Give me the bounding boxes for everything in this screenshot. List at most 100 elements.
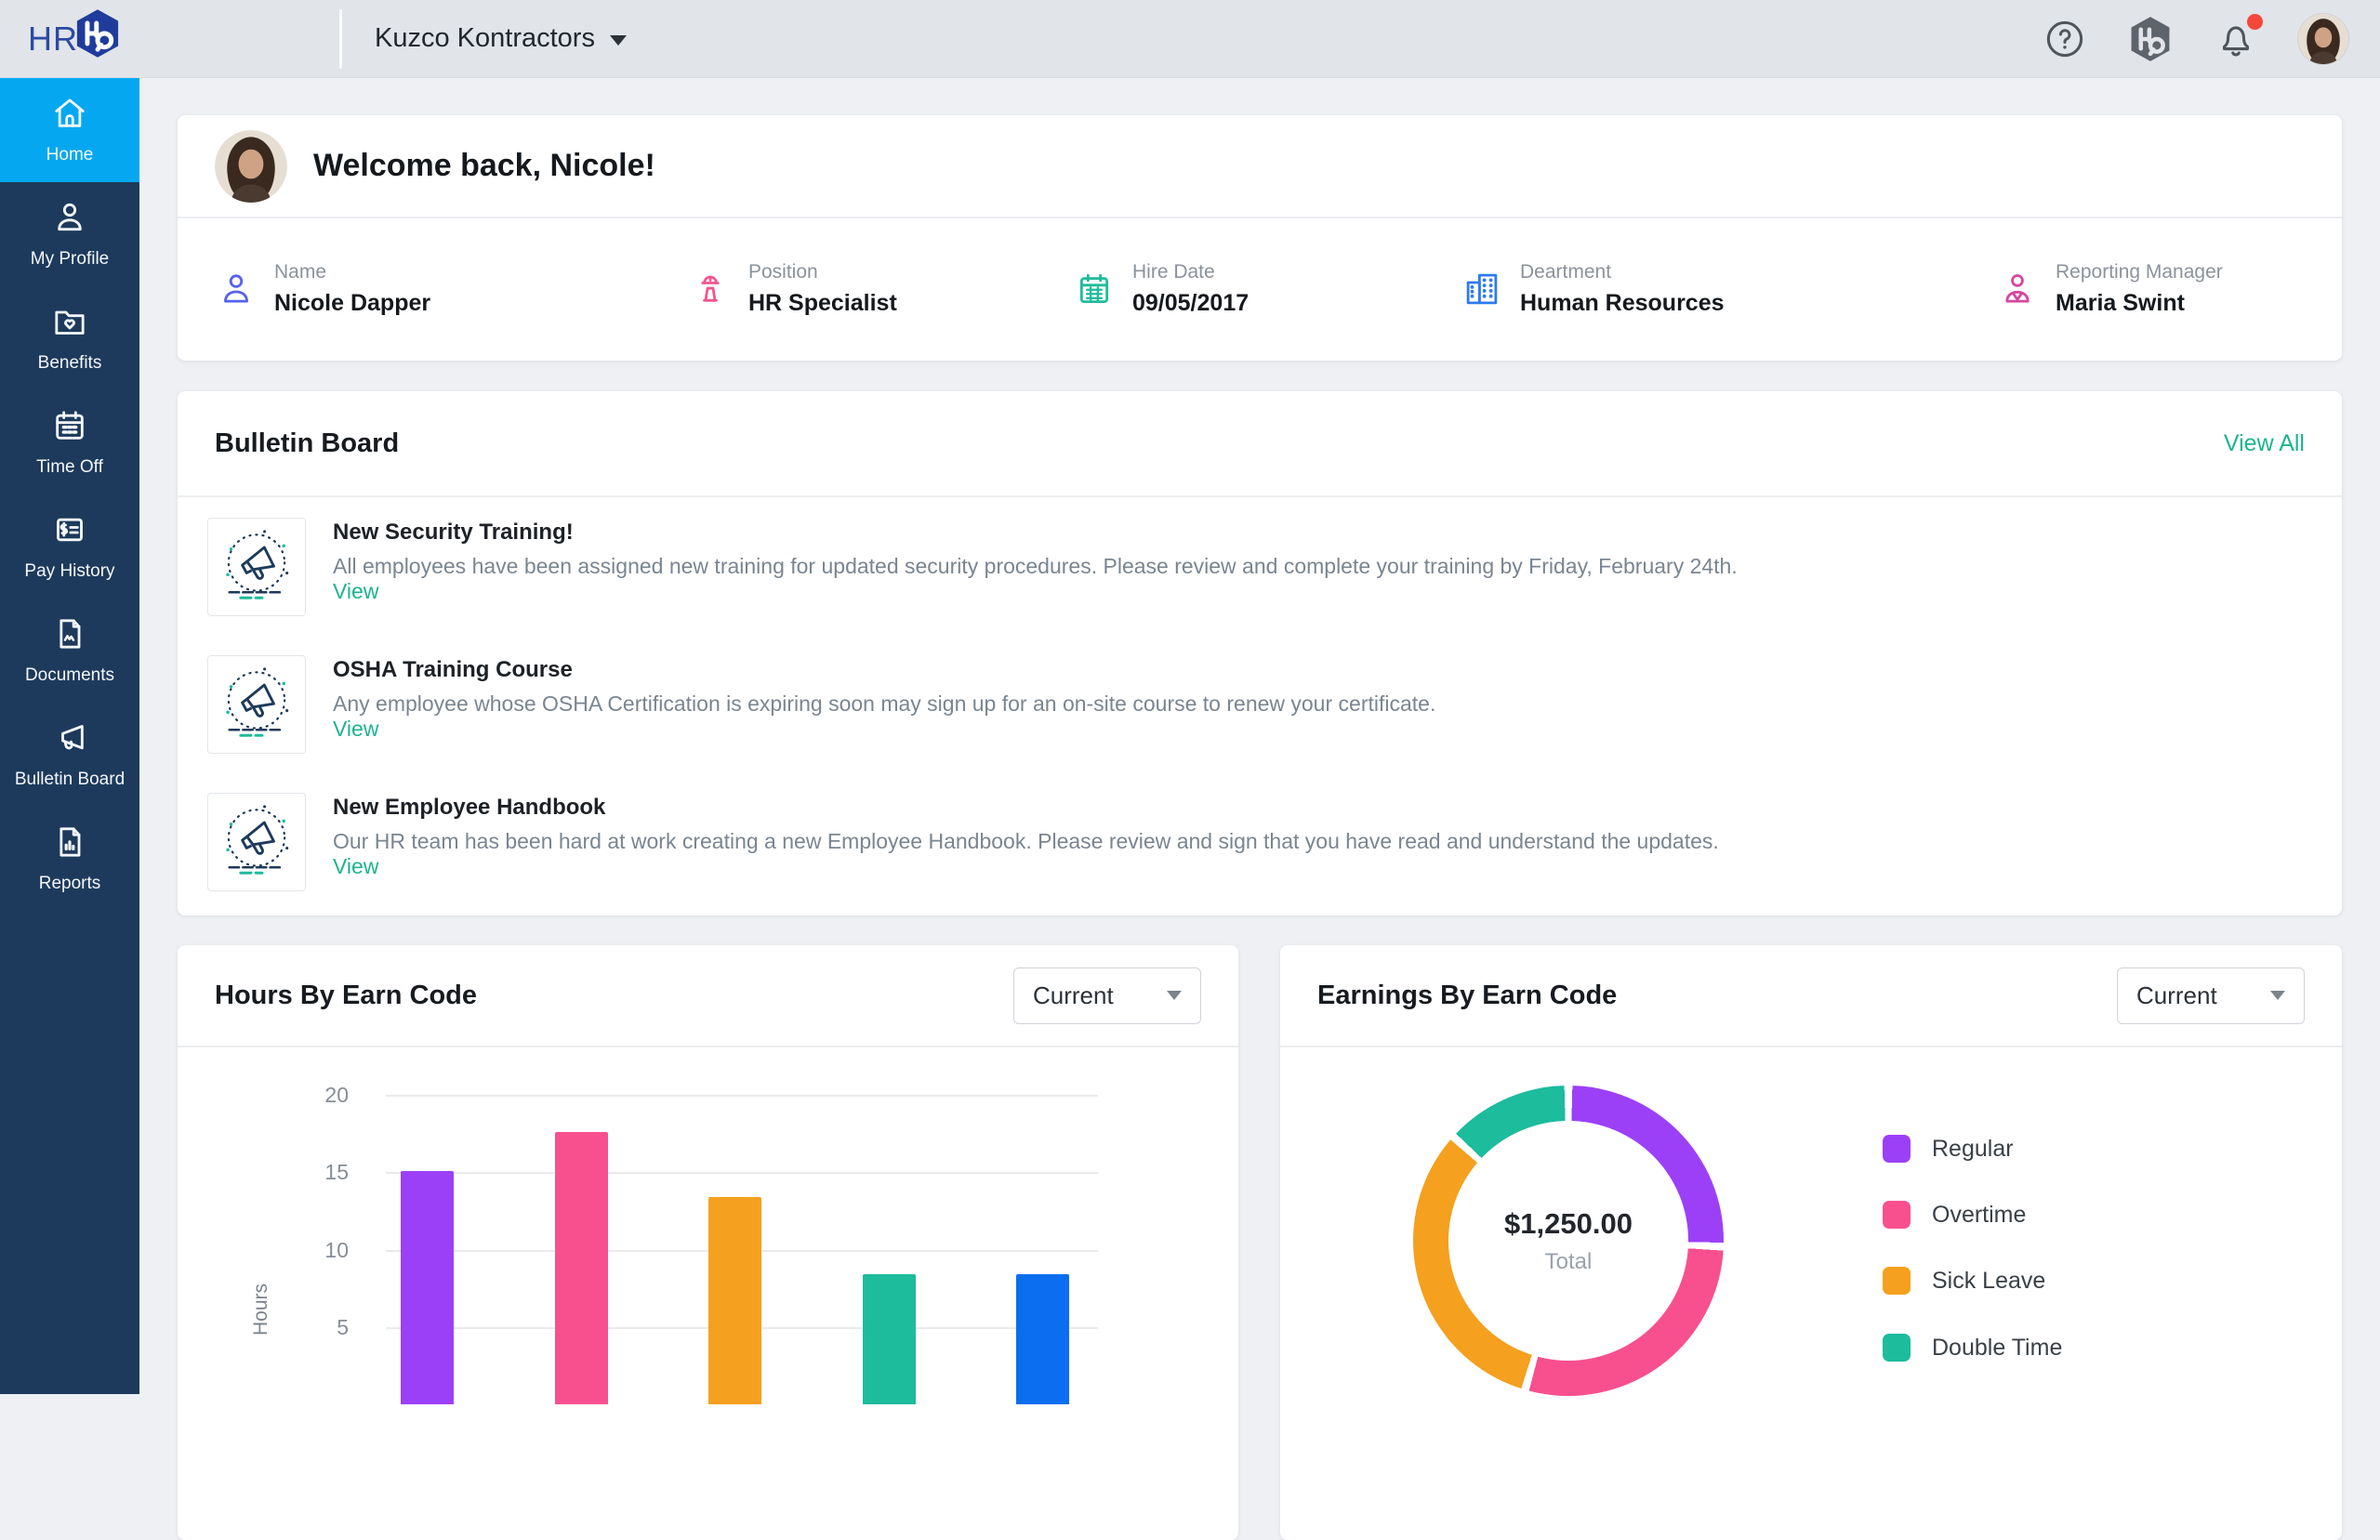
y-axis-tick: 20 [324, 1083, 349, 1107]
bar-series-1 [554, 1131, 608, 1404]
bulletin-item: OSHA Training Course Any employee whose … [207, 655, 2308, 754]
megaphone-illustration-icon [217, 663, 297, 747]
charts-row: Hours By Earn Code Current Hours 20 15 10 5… [178, 945, 2342, 1540]
field-value: 09/05/2017 [1132, 289, 1250, 316]
sidebar-item-label: My Profile [30, 249, 110, 269]
employee-fields: Name Nicole Dapper Position HR Specialis… [178, 218, 2342, 359]
company-name: Kuzco Kontractors [375, 23, 595, 53]
bulletin-thumbnail [207, 793, 306, 891]
employee-avatar [215, 129, 287, 203]
topbar-divider [339, 8, 342, 69]
legend-label: Double Time [1932, 1334, 2063, 1361]
gridline [386, 1095, 1098, 1097]
sidebar-item-reports[interactable]: Reports [0, 807, 139, 911]
sidebar-item-my-profile[interactable]: My Profile [0, 182, 139, 286]
bulletin-view-link[interactable]: View [333, 579, 379, 603]
sidebar-item-bulletin-board[interactable]: Bulletin Board [0, 703, 139, 807]
sidebar-item-documents[interactable]: Documents [0, 599, 139, 703]
welcome-card: Welcome back, Nicole! Name Nicole Dapper… [178, 115, 2342, 361]
field-position: Position HR Specialist [691, 261, 1075, 317]
page-title: Welcome back, Nicole! [313, 148, 655, 183]
bulletin-header: Bulletin Board View All [178, 391, 2342, 497]
bulletin-view-link[interactable]: View [333, 717, 379, 741]
legend-label: Sick Leave [1932, 1267, 2046, 1294]
earnings-chart-title: Earnings By Earn Code [1317, 980, 1618, 1010]
megaphone-illustration-icon [217, 800, 297, 885]
topbar-actions [2043, 13, 2380, 64]
hq-apps-icon[interactable] [2127, 16, 2174, 62]
buildings-icon [1462, 270, 1501, 309]
legend-swatch [1883, 1267, 1911, 1295]
field-deartment: Deartment Human Resources [1462, 261, 1998, 317]
sidebar-item-home[interactable]: Home [0, 78, 139, 182]
bulletin-item-title: New Employee Handbook [333, 795, 606, 820]
field-label: Hire Date [1132, 260, 1215, 283]
field-value: HR Specialist [748, 289, 897, 316]
earnings-chart-header: Earnings By Earn Code Current [1280, 945, 2342, 1047]
legend-swatch [1883, 1201, 1911, 1229]
position-icon [691, 270, 730, 309]
field-reporting-manager: Reporting Manager Maria Swint [1998, 261, 2223, 317]
earnings-donut-chart: $1,250.00 Total Regular Overtime Sick Le… [1280, 1047, 2342, 1540]
sidebar-item-time-off[interactable]: Time Off [0, 390, 139, 494]
bulletin-title: Bulletin Board [215, 428, 400, 458]
chevron-down-icon [1167, 991, 1182, 1000]
bulletin-item: New Security Training! All employees hav… [207, 518, 2308, 616]
donut-total-value: $1,250.00 [1504, 1206, 1633, 1240]
period-value: Current [2136, 981, 2217, 1009]
hours-chart-period-select[interactable]: Current [1013, 967, 1201, 1024]
hours-chart-card: Hours By Earn Code Current Hours 20 15 10 5 [178, 945, 1238, 1540]
view-all-link[interactable]: View All [2223, 429, 2305, 456]
legend-item-overtime: Overtime [1883, 1196, 2026, 1233]
sidebar-item-pay-history[interactable]: Pay History [0, 494, 139, 599]
donut-total-label: Total [1544, 1248, 1593, 1274]
hours-chart-title: Hours By Earn Code [215, 980, 477, 1010]
field-label: Reporting Manager [2056, 260, 2223, 283]
bar-series-3 [862, 1274, 916, 1404]
bulletin-item-title: OSHA Training Course [333, 657, 573, 682]
legend-label: Regular [1932, 1135, 2014, 1162]
field-label: Name [274, 260, 327, 283]
sidebar-item-label: Pay History [24, 561, 115, 581]
company-selector[interactable]: Kuzco Kontractors [375, 23, 627, 54]
megaphone-illustration-icon [217, 525, 297, 610]
sidebar-item-label: Benefits [37, 353, 102, 373]
calendar-icon [1075, 270, 1114, 309]
y-axis-label: Hours [250, 1283, 271, 1336]
hours-chart-header: Hours By Earn Code Current [178, 945, 1238, 1047]
user-avatar[interactable] [2298, 13, 2348, 64]
legend-item-sick-leave: Sick Leave [1883, 1262, 2045, 1299]
chevron-down-icon [609, 35, 627, 46]
documents-icon [51, 615, 88, 657]
field-value: Maria Swint [2056, 289, 2185, 316]
sidebar-nav: Home My Profile Benefits Time Off Pay Hi… [0, 78, 139, 911]
main-content: Welcome back, Nicole! Name Nicole Dapper… [139, 78, 2380, 1540]
legend-label: Overtime [1932, 1201, 2027, 1228]
earnings-chart-card: Earnings By Earn Code Current $1,250.00 … [1280, 945, 2342, 1540]
bulletin-view-link[interactable]: View [333, 854, 379, 878]
bulletin-thumbnail [207, 518, 306, 616]
sidebar-item-label: Reports [38, 874, 101, 893]
app-logo: HR [0, 9, 339, 63]
y-axis-tick: 10 [324, 1237, 349, 1262]
earnings-chart-period-select[interactable]: Current [2117, 967, 2305, 1024]
bulletin-item: New Employee Handbook Our HR team has be… [207, 793, 2308, 891]
help-icon[interactable] [2043, 18, 2086, 60]
notifications-icon[interactable] [2215, 13, 2263, 60]
notification-badge [2247, 13, 2263, 30]
welcome-header: Welcome back, Nicole! [178, 115, 2342, 218]
manager-icon [1998, 270, 2037, 309]
hours-bar-chart: Hours 20 15 10 5 [178, 1047, 1238, 1540]
legend-swatch [1883, 1334, 1911, 1362]
sidebar: Home My Profile Benefits Time Off Pay Hi… [0, 78, 139, 1394]
y-axis-tick: 15 [324, 1160, 349, 1185]
sidebar-item-label: Home [46, 145, 94, 165]
field-label: Deartment [1520, 260, 1612, 283]
bulletin-item-description: Our HR team has been hard at work creati… [333, 829, 1719, 853]
sidebar-item-label: Bulletin Board [14, 770, 126, 789]
bar-series-0 [401, 1170, 454, 1404]
legend-item-double-time: Double Time [1883, 1329, 2062, 1366]
donut-ring: $1,250.00 Total [1413, 1086, 1724, 1396]
sidebar-item-benefits[interactable]: Benefits [0, 286, 139, 390]
sidebar-item-label: Time Off [36, 457, 103, 477]
